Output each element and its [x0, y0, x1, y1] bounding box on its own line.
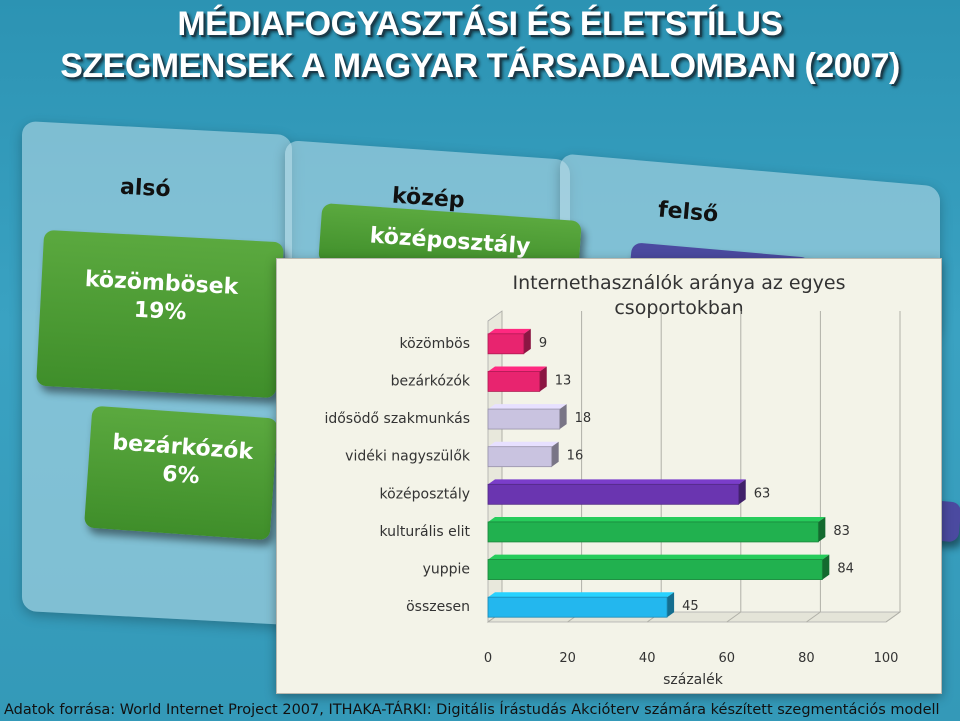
bar-value-label: 18 — [575, 411, 592, 426]
data-source-footer: Adatok forrása: World Internet Project 2… — [4, 702, 940, 718]
category-label: vidéki nagyszülők — [345, 449, 471, 465]
bar — [487, 559, 823, 580]
chart-title: Internethasználók aránya az egyes csoport… — [513, 272, 846, 319]
bar-value-label: 45 — [682, 599, 699, 614]
bar-chart: Internethasználók aránya az egyes csoport… — [324, 272, 902, 688]
tier-label-also: alsó — [119, 174, 172, 203]
bar — [487, 371, 541, 392]
x-tick-label: 60 — [719, 651, 736, 666]
bar-top — [488, 516, 826, 522]
x-tick-label: 20 — [559, 651, 576, 666]
bar-top — [488, 441, 559, 447]
bar-end — [523, 328, 531, 354]
bar-end — [559, 404, 567, 430]
bar-value-label: 13 — [555, 373, 572, 388]
bar — [487, 333, 525, 355]
bar-value-label: 16 — [567, 449, 584, 464]
bar-top — [488, 366, 547, 372]
bar — [487, 408, 561, 430]
bar — [487, 446, 553, 468]
bar-end — [822, 554, 830, 580]
bar-value-label: 84 — [837, 562, 854, 577]
gridline-floor — [885, 611, 901, 623]
bar-top — [488, 328, 531, 334]
bar-end — [667, 592, 675, 618]
bar — [487, 521, 819, 543]
bar-top — [488, 592, 675, 598]
page-title-line-1: MÉDIAFOGYASZTÁSI ÉS ÉLETSTÍLUS — [177, 5, 783, 43]
bar-value-label: 63 — [754, 486, 771, 501]
page-title-line-2: SZEGMENSEK A MAGYAR TÁRSADALOMBAN (2007) — [60, 47, 900, 85]
bar-end — [738, 479, 746, 505]
bar-end — [539, 366, 547, 392]
bar-value-label: 9 — [539, 336, 547, 351]
bar-top — [488, 404, 567, 410]
category-label: kulturális elit — [379, 524, 470, 540]
category-label: idősödő szakmunkás — [324, 411, 470, 427]
segment-bezarkozok: bezárkózók 6% — [83, 405, 279, 541]
segment-kozombosek: közömbösek 19% — [36, 229, 284, 399]
category-label: yuppie — [423, 562, 470, 578]
x-tick-label: 0 — [484, 651, 492, 666]
x-tick-label: 80 — [798, 651, 815, 666]
bar-end — [818, 516, 826, 542]
bar-top — [488, 479, 746, 485]
category-label: bezárkózók — [391, 373, 471, 389]
category-label: közömbös — [400, 336, 470, 352]
tier-label-felso: felső — [657, 197, 720, 228]
x-axis-title: százalék — [663, 672, 724, 688]
gridline-floor — [726, 611, 742, 623]
gridline-floor — [806, 611, 821, 623]
bar — [487, 596, 668, 618]
bar — [487, 483, 740, 505]
x-tick-label: 100 — [874, 651, 899, 666]
x-tick-label: 40 — [639, 651, 656, 666]
bar-value-label: 83 — [833, 524, 850, 539]
category-label: összesen — [406, 599, 470, 615]
bar-top — [488, 554, 830, 560]
bar-end — [551, 441, 559, 467]
category-label: középosztály — [380, 486, 470, 502]
chart-panel: Internethasználók aránya az egyes csoport… — [276, 258, 942, 694]
